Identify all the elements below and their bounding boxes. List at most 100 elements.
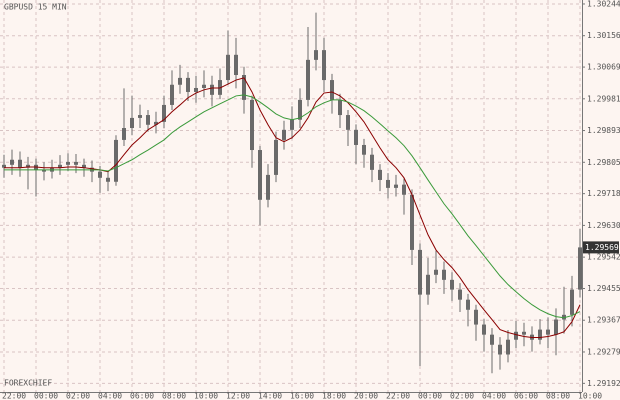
candle-body [26, 164, 30, 168]
candle-body [258, 150, 262, 200]
candle-body [42, 169, 46, 172]
current-price-label: 1.29569 [585, 243, 619, 252]
y-tick-label: 1.29718 [587, 189, 620, 198]
x-tick-label: 00:00 [418, 392, 442, 400]
y-tick-label: 1.29192 [587, 379, 620, 388]
candle-body [546, 329, 550, 335]
x-tick-label: 22:00 [386, 392, 410, 400]
y-tick-label: 1.30069 [587, 63, 620, 72]
x-tick-label: 18:00 [322, 392, 346, 400]
candle-body [370, 154, 374, 170]
x-tick-label: 16:00 [290, 392, 314, 400]
x-tick-label: 10:00 [578, 392, 602, 400]
candle-body [418, 249, 422, 295]
candle-body [322, 50, 326, 81]
candle-body [202, 84, 206, 88]
candle-body [10, 159, 14, 165]
candle-body [362, 144, 366, 155]
candle-body [114, 139, 118, 182]
x-tick-label: 10:00 [194, 392, 218, 400]
candle-body [346, 115, 350, 130]
y-tick-label: 1.29893 [587, 126, 620, 135]
y-tick-label: 1.29805 [587, 158, 620, 167]
candle-body [194, 87, 198, 92]
moving-average [4, 94, 581, 319]
candle-body [274, 139, 278, 175]
candle-body [122, 128, 126, 140]
x-tick-label: 08:00 [546, 392, 570, 400]
candle-body [498, 344, 502, 355]
y-tick-label: 1.30156 [587, 31, 620, 40]
candle-body [130, 117, 134, 129]
candle-body [450, 279, 454, 290]
x-tick-label: 12:00 [226, 392, 250, 400]
candle-body [394, 184, 398, 188]
x-tick-label: 08:00 [162, 392, 186, 400]
candle-body [490, 334, 494, 345]
candle-body [570, 289, 574, 315]
candle-body [474, 309, 478, 325]
watermark: FOREXCHIEF [4, 379, 52, 388]
candle-body [82, 164, 86, 168]
current-price-box [583, 241, 619, 254]
candle-body [162, 104, 166, 122]
candle-body [434, 269, 438, 275]
candle-body [58, 164, 62, 168]
candle-body [98, 171, 102, 178]
candle-body [330, 80, 334, 100]
y-tick-label: 1.29279 [587, 347, 620, 356]
x-tick-label: 14:00 [258, 392, 282, 400]
y-tick-label: 1.29630 [587, 221, 620, 230]
y-tick-label: 1.30244 [587, 0, 620, 8]
candle-body [538, 329, 542, 340]
candle-body [506, 339, 510, 355]
candle-body [298, 99, 302, 120]
candle-body [290, 119, 294, 130]
x-tick-label: 02:00 [66, 392, 90, 400]
x-tick-label: 04:00 [98, 392, 122, 400]
candle-body [154, 121, 158, 125]
candle-body [282, 129, 286, 140]
candle-body [226, 54, 230, 81]
candle-body [18, 159, 22, 168]
candle-body [466, 299, 470, 310]
candle-body [458, 289, 462, 300]
candle-body [386, 179, 390, 188]
candle-body [210, 84, 214, 95]
candle-body [170, 84, 174, 105]
candle-body [578, 247, 582, 290]
candle-body [138, 115, 142, 118]
candle-body [250, 99, 254, 151]
candle-body [402, 184, 406, 195]
y-tick-label: 1.29367 [587, 316, 620, 325]
x-tick-label: 06:00 [514, 392, 538, 400]
candle-body [178, 77, 182, 85]
candle-body [442, 269, 446, 280]
y-tick-label: 1.29981 [587, 94, 620, 103]
candle-body [426, 274, 430, 295]
candle-body [2, 164, 6, 168]
candle-body [354, 129, 358, 145]
x-tick-label: 04:00 [482, 392, 506, 400]
candle-body [106, 177, 110, 182]
candle-body [306, 59, 310, 100]
x-tick-label: 06:00 [130, 392, 154, 400]
chart-title: GBPUSD 15 MIN [4, 3, 67, 12]
candle-body [146, 115, 150, 125]
candle-body [410, 194, 414, 250]
x-tick-label: 20:00 [354, 392, 378, 400]
candle-body [74, 161, 78, 165]
candle-body [514, 331, 518, 340]
candle-body [378, 169, 382, 180]
x-tick-label: 22:00 [2, 392, 26, 400]
candle-body [242, 75, 246, 100]
candle-body [562, 314, 566, 320]
candle-body [338, 99, 342, 116]
candle-body [482, 324, 486, 335]
candle-body [266, 174, 270, 200]
candle-body [234, 54, 238, 76]
candle-body [66, 161, 70, 165]
candle-body [314, 50, 318, 60]
x-tick-label: 02:00 [450, 392, 474, 400]
